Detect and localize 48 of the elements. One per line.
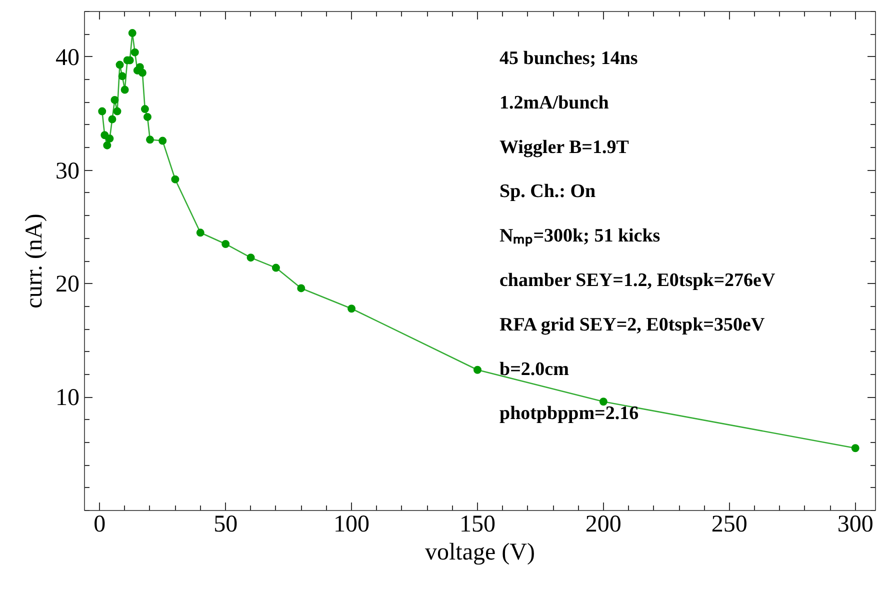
point [348,304,356,313]
point [222,240,230,248]
point [108,115,116,124]
annotation: 45 bunches; 14ns [500,48,638,69]
x-axis-title: voltage (V) [425,540,535,566]
point [196,228,204,237]
y-tick-label: 10 [56,385,80,412]
y-axis-title: curr. (nA) [22,214,48,308]
annotation: photpbppm=2.16 [500,403,639,424]
x-tick-label: 50 [214,512,238,538]
point [473,366,482,374]
point [110,96,119,104]
x-tick-label: 300 [837,512,874,538]
y-tick-label: 20 [56,272,80,298]
y-tick-label: 40 [56,44,80,71]
point [171,175,180,184]
annotation: Sp. Ch.: On [500,181,596,202]
point [128,29,136,38]
point [246,254,255,262]
annotation: Nₘₚ=300k; 51 kicks [500,226,660,247]
point [158,136,167,145]
y-tick-label: 30 [56,158,80,184]
x-tick-label: 0 [94,512,106,538]
x-tick-label: 150 [459,512,496,538]
annotation: RFA grid SEY=2, E0tspk=350eV [500,314,765,336]
point [130,48,139,56]
point [106,134,114,143]
point [118,72,126,80]
annotation: 1.2mA/bunch [500,92,610,114]
point [599,398,608,406]
point [98,107,106,116]
point [113,107,122,116]
x-tick-label: 100 [334,512,370,538]
point [297,284,306,292]
x-tick-label: 250 [711,512,748,538]
annotation: chamber SEY=1.2, E0tspk=276eV [500,270,776,291]
point [143,112,152,121]
point [138,68,146,77]
point [851,444,860,452]
point [140,105,149,114]
point [103,141,112,150]
annotation: Wiggler B=1.9T [500,136,630,158]
x-tick-label: 200 [585,512,622,538]
point [146,136,154,144]
annotation: b=2.0cm [500,358,570,380]
point [272,264,280,272]
point [116,60,124,69]
point [120,86,129,94]
